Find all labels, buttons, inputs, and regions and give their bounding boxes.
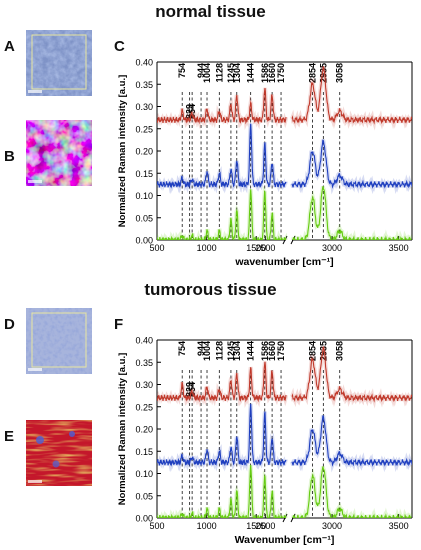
band-label: 1660 bbox=[267, 341, 277, 361]
spectrum-line-2-1 bbox=[292, 186, 412, 240]
spectrum-line-0-0 bbox=[157, 361, 287, 403]
y-tick-label: 0.25 bbox=[135, 124, 153, 134]
raman-chart-normal: 0.00 0.05 0.10 0.15 0.20 0.25 0.30 0.35 0.40 500 1… bbox=[117, 58, 413, 268]
band-label: 1245 bbox=[226, 341, 236, 361]
section-title-normal: normal tissue bbox=[155, 2, 266, 21]
y-tick-label: 0.35 bbox=[135, 80, 153, 90]
band-label: 2935 bbox=[318, 63, 328, 83]
section-title-tumorous: tumorous tissue bbox=[144, 280, 277, 299]
band-label: 944 bbox=[196, 341, 206, 356]
spectrum-line-2-1 bbox=[292, 466, 412, 518]
x-tick-label: 2500 bbox=[255, 521, 275, 531]
x-tick-label: 3000 bbox=[322, 521, 342, 531]
spectrum-line-0-0 bbox=[157, 87, 287, 125]
band-label: 1586 bbox=[260, 341, 270, 361]
x-tick-label: 1500 bbox=[246, 521, 266, 531]
panel-letter-e: E bbox=[4, 428, 15, 445]
spectrum-line-1-0 bbox=[157, 403, 287, 467]
spectrum-line-1-1 bbox=[291, 415, 412, 467]
normal-brightfield-image bbox=[26, 30, 92, 96]
y-tick-label: 0.40 bbox=[135, 58, 153, 68]
band-label: 1245 bbox=[226, 63, 236, 83]
band-label: 829 bbox=[185, 382, 195, 397]
y-tick-label: 0.10 bbox=[135, 469, 153, 479]
y-tick-label: 0.05 bbox=[135, 213, 153, 223]
panel-letter-d: D bbox=[4, 316, 15, 333]
normal-raman-map-image bbox=[26, 120, 92, 186]
y-tick-label: 0.20 bbox=[135, 425, 153, 435]
band-label: 754 bbox=[177, 63, 187, 78]
y-tick-label: 0.25 bbox=[135, 402, 153, 412]
spectrum-line-1-1 bbox=[291, 139, 412, 189]
spectrum-line-0-1 bbox=[291, 346, 412, 403]
y-tick-label: 0.20 bbox=[135, 147, 153, 157]
band-label: 829 bbox=[185, 104, 195, 119]
band-label: 3058 bbox=[335, 63, 345, 83]
band-label: 1444 bbox=[246, 341, 256, 361]
band-label: 2935 bbox=[318, 341, 328, 361]
band-label: 2854 bbox=[308, 63, 318, 83]
y-axis-label: Normalized Raman intensity [a.u.] bbox=[117, 353, 128, 506]
x-tick-label: 1000 bbox=[197, 243, 217, 253]
y-tick-label: 0.10 bbox=[135, 191, 153, 201]
band-label: 3058 bbox=[335, 341, 345, 361]
band-label: 1660 bbox=[267, 63, 277, 83]
band-label: 1128 bbox=[214, 63, 224, 83]
tumorous-brightfield-image bbox=[26, 308, 92, 374]
y-tick-label: 0.00 bbox=[135, 236, 153, 246]
band-label: 1750 bbox=[276, 63, 286, 83]
y-tick-label: 0.30 bbox=[135, 102, 153, 112]
x-axis-label: Wavenumber [cm⁻¹] bbox=[235, 534, 335, 546]
x-tick-label: 1500 bbox=[246, 243, 266, 253]
tumorous-raman-map-image bbox=[26, 420, 92, 486]
x-tick-label: 2500 bbox=[255, 243, 275, 253]
y-tick-label: 0.05 bbox=[135, 491, 153, 501]
spectrum-line-2-0 bbox=[157, 465, 287, 518]
band-label: 944 bbox=[196, 63, 206, 78]
panel-letter-f: F bbox=[114, 316, 124, 333]
band-label: 754 bbox=[177, 341, 187, 356]
band-label: 1750 bbox=[276, 341, 286, 361]
x-tick-label: 500 bbox=[149, 243, 164, 253]
band-label: 1004 bbox=[202, 341, 212, 361]
y-tick-label: 0.00 bbox=[135, 514, 153, 524]
band-label: 1004 bbox=[202, 63, 212, 83]
y-tick-label: 0.15 bbox=[135, 169, 153, 179]
y-tick-label: 0.40 bbox=[135, 336, 153, 346]
x-tick-label: 3500 bbox=[389, 243, 409, 253]
panel-letter-a: A bbox=[4, 38, 15, 55]
y-tick-label: 0.35 bbox=[135, 358, 153, 368]
band-label: 2854 bbox=[308, 341, 318, 361]
band-label: 1304 bbox=[232, 341, 242, 361]
x-tick-label: 3500 bbox=[389, 521, 409, 531]
band-label: 1586 bbox=[260, 63, 270, 83]
y-axis-label: Normalized Raman intensity [a.u.] bbox=[117, 75, 128, 228]
x-tick-label: 500 bbox=[149, 521, 164, 531]
panel-letter-b: B bbox=[4, 148, 15, 165]
x-tick-label: 1000 bbox=[197, 521, 217, 531]
band-label: 1304 bbox=[232, 63, 242, 83]
x-tick-label: 3000 bbox=[322, 243, 342, 253]
spectrum-line-0-1 bbox=[291, 66, 412, 125]
band-label: 854 bbox=[187, 104, 197, 119]
y-tick-label: 0.15 bbox=[135, 447, 153, 457]
band-label: 1128 bbox=[214, 341, 224, 361]
band-label: 854 bbox=[187, 382, 197, 397]
spectrum-line-2-0 bbox=[157, 189, 287, 240]
raman-chart-tumorous: 0.00 0.05 0.10 0.15 0.20 0.25 0.30 0.35 0.40 500 1… bbox=[117, 336, 413, 546]
panel-letter-c: C bbox=[114, 38, 125, 55]
band-label: 1444 bbox=[246, 63, 256, 83]
x-axis-label: wavenumber [cm⁻¹] bbox=[234, 256, 333, 268]
y-tick-label: 0.30 bbox=[135, 380, 153, 390]
spectrum-line-1-0 bbox=[157, 123, 287, 189]
